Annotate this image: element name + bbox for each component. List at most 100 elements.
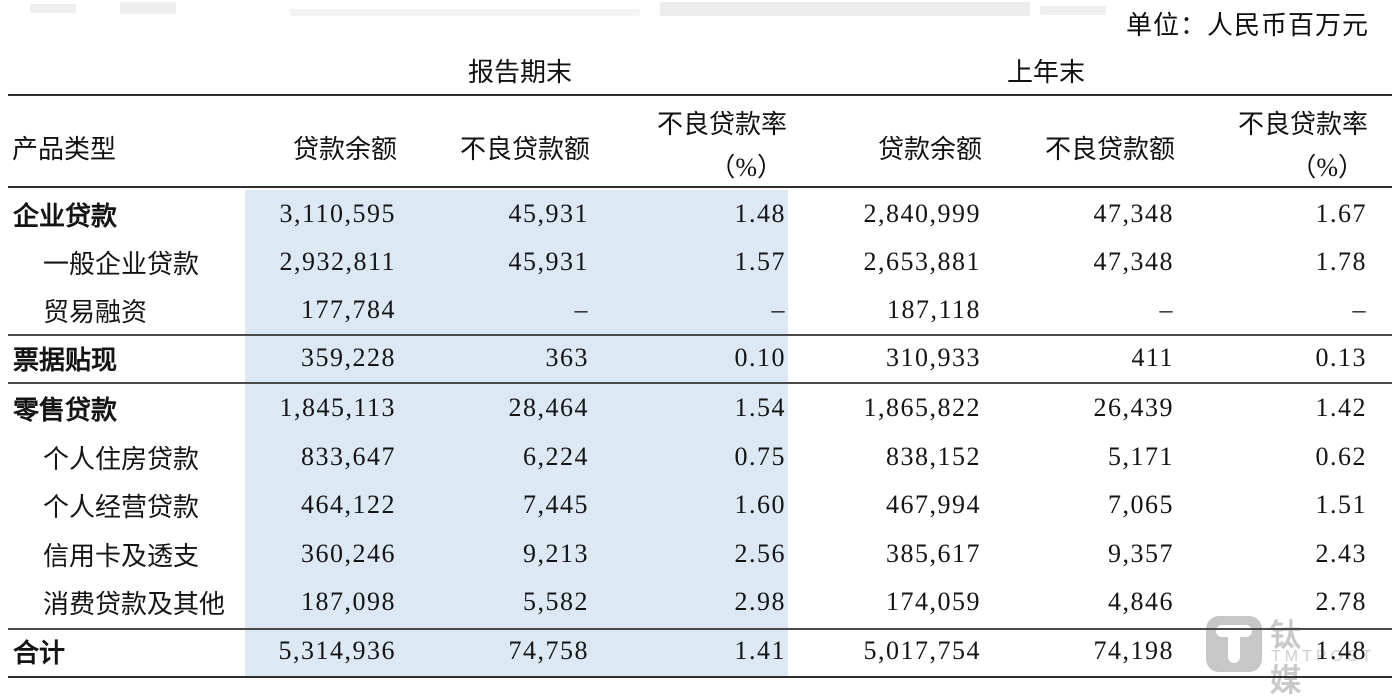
row-value: 1.54 xyxy=(734,393,786,422)
row-value: 7,445 xyxy=(523,490,589,519)
cropped-text-artifact xyxy=(290,9,640,16)
row-value: 2.43 xyxy=(1315,539,1367,568)
row-label: 合计 xyxy=(13,638,66,668)
row-value: – xyxy=(771,295,786,324)
column-header-loan-balance-previous: 贷款余额 xyxy=(877,135,982,164)
row-value: 9,213 xyxy=(523,539,589,568)
group-header-reporting-period: 报告期末 xyxy=(467,58,573,87)
group-header-previous-year-end: 上年末 xyxy=(1006,58,1086,87)
watermark-subtitle: TMTPOST xyxy=(1271,648,1376,665)
rule-bottom xyxy=(8,676,1392,678)
rule-above-total xyxy=(8,628,1392,630)
row-label: 个人经营贷款 xyxy=(43,492,200,522)
row-value: 74,758 xyxy=(508,636,589,665)
row-label: 零售贷款 xyxy=(13,395,118,425)
row-value: 0.62 xyxy=(1315,442,1367,471)
row-value: 1,865,822 xyxy=(863,393,981,422)
watermark-name: 钛媒体 xyxy=(1270,618,1304,696)
row-label: 消费贷款及其他 xyxy=(43,589,226,619)
row-value: 5,017,754 xyxy=(863,636,981,665)
table-row: 信用卡及透支 360,246 9,213 2.56 385,617 9,357 2.43 xyxy=(10,530,1368,578)
rule-top xyxy=(8,94,1392,96)
row-value: 1.42 xyxy=(1315,393,1367,422)
row-value: 385,617 xyxy=(886,539,981,568)
row-label: 一般企业贷款 xyxy=(43,249,200,279)
row-value: 74,198 xyxy=(1093,636,1174,665)
row-value: 1.41 xyxy=(734,636,786,665)
row-value: 47,348 xyxy=(1093,247,1174,276)
column-header-product-type: 产品类型 xyxy=(12,135,117,164)
table-row: 零售贷款 1,845,113 28,464 1.54 1,865,822 26,439 1… xyxy=(10,384,1368,432)
row-value: 2.78 xyxy=(1315,587,1367,616)
row-value: 45,931 xyxy=(508,199,589,228)
row-value: 5,582 xyxy=(523,587,589,616)
row-value: 28,464 xyxy=(508,393,589,422)
column-header-npl-ratio-previous-line2: （%） xyxy=(1290,153,1364,182)
cropped-text-artifact xyxy=(30,4,76,13)
row-label: 贸易融资 xyxy=(43,297,148,327)
row-value: 2,840,999 xyxy=(863,199,981,228)
row-value: 1.60 xyxy=(734,490,786,519)
table-row: 合计 5,314,936 74,758 1.41 5,017,754 74,198 1.4… xyxy=(10,627,1368,675)
rule-below-bills xyxy=(8,382,1392,384)
row-value: 1.78 xyxy=(1315,247,1367,276)
row-value: 5,314,936 xyxy=(278,636,396,665)
row-label: 企业贷款 xyxy=(13,201,118,231)
row-value: 26,439 xyxy=(1093,393,1174,422)
row-value: 359,228 xyxy=(301,343,396,372)
cropped-text-artifact xyxy=(1040,6,1106,15)
row-value: 187,098 xyxy=(301,587,396,616)
row-value: 363 xyxy=(545,343,589,372)
row-value: 45,931 xyxy=(508,247,589,276)
row-value: 3,110,595 xyxy=(279,199,396,228)
column-header-npl-ratio-period-line1: 不良贷款率 xyxy=(656,110,787,139)
table-row: 消费贷款及其他 187,098 5,582 2.98 174,059 4,846 2.78 xyxy=(10,578,1368,626)
row-value: 833,647 xyxy=(301,442,396,471)
row-value: 2.56 xyxy=(734,539,786,568)
row-value: 1,845,113 xyxy=(279,393,396,422)
row-value: 47,348 xyxy=(1093,199,1174,228)
row-value: 1.57 xyxy=(734,247,786,276)
row-value: 310,933 xyxy=(886,343,981,372)
row-value: 174,059 xyxy=(886,587,981,616)
row-value: 464,122 xyxy=(301,490,396,519)
cropped-text-artifact xyxy=(120,2,176,14)
row-value: 1.48 xyxy=(734,199,786,228)
row-value: 0.75 xyxy=(734,442,786,471)
table-row: 个人住房贷款 833,647 6,224 0.75 838,152 5,171 0.62 xyxy=(10,433,1368,481)
unit-label: 单位：人民币百万元 xyxy=(1125,11,1369,40)
row-value: 838,152 xyxy=(886,442,981,471)
rule-above-bills xyxy=(8,334,1392,336)
row-label: 个人住房贷款 xyxy=(43,444,200,474)
row-value: 0.13 xyxy=(1315,343,1367,372)
row-value: – xyxy=(1352,295,1367,324)
row-value: 2,932,811 xyxy=(279,247,396,276)
row-value: – xyxy=(574,295,589,324)
row-value: 411 xyxy=(1131,343,1174,372)
rule-under-headers xyxy=(8,186,1392,188)
row-value: 6,224 xyxy=(523,442,589,471)
table-row: 贸易融资 177,784 – – 187,118 – – xyxy=(10,286,1368,334)
highlight-band xyxy=(245,190,788,676)
row-value: 9,357 xyxy=(1108,539,1174,568)
table-row: 个人经营贷款 464,122 7,445 1.60 467,994 7,065 1.51 xyxy=(10,481,1368,529)
row-value: 360,246 xyxy=(301,539,396,568)
row-label: 信用卡及透支 xyxy=(43,541,200,571)
row-value: 177,784 xyxy=(301,295,396,324)
row-value: 4,846 xyxy=(1108,587,1174,616)
tmtpost-logo-icon xyxy=(1206,616,1262,672)
column-header-npl-amount-period: 不良贷款额 xyxy=(459,135,590,164)
table-row: 票据贴现 359,228 363 0.10 310,933 411 0.13 xyxy=(10,334,1368,382)
table-row: 一般企业贷款 2,932,811 45,931 1.57 2,653,881 47,34… xyxy=(10,238,1368,286)
row-label: 票据贴现 xyxy=(13,345,118,375)
row-value: 2,653,881 xyxy=(863,247,981,276)
row-value: 0.10 xyxy=(734,343,786,372)
row-value: 1.48 xyxy=(1315,636,1367,665)
table-row: 企业贷款 3,110,595 45,931 1.48 2,840,999 47,348 1… xyxy=(10,190,1368,238)
row-value: 1.67 xyxy=(1315,199,1367,228)
cropped-text-artifact xyxy=(660,2,1030,16)
row-value: – xyxy=(1159,295,1174,324)
column-header-npl-ratio-period-line2: （%） xyxy=(709,153,783,182)
row-value: 467,994 xyxy=(886,490,981,519)
